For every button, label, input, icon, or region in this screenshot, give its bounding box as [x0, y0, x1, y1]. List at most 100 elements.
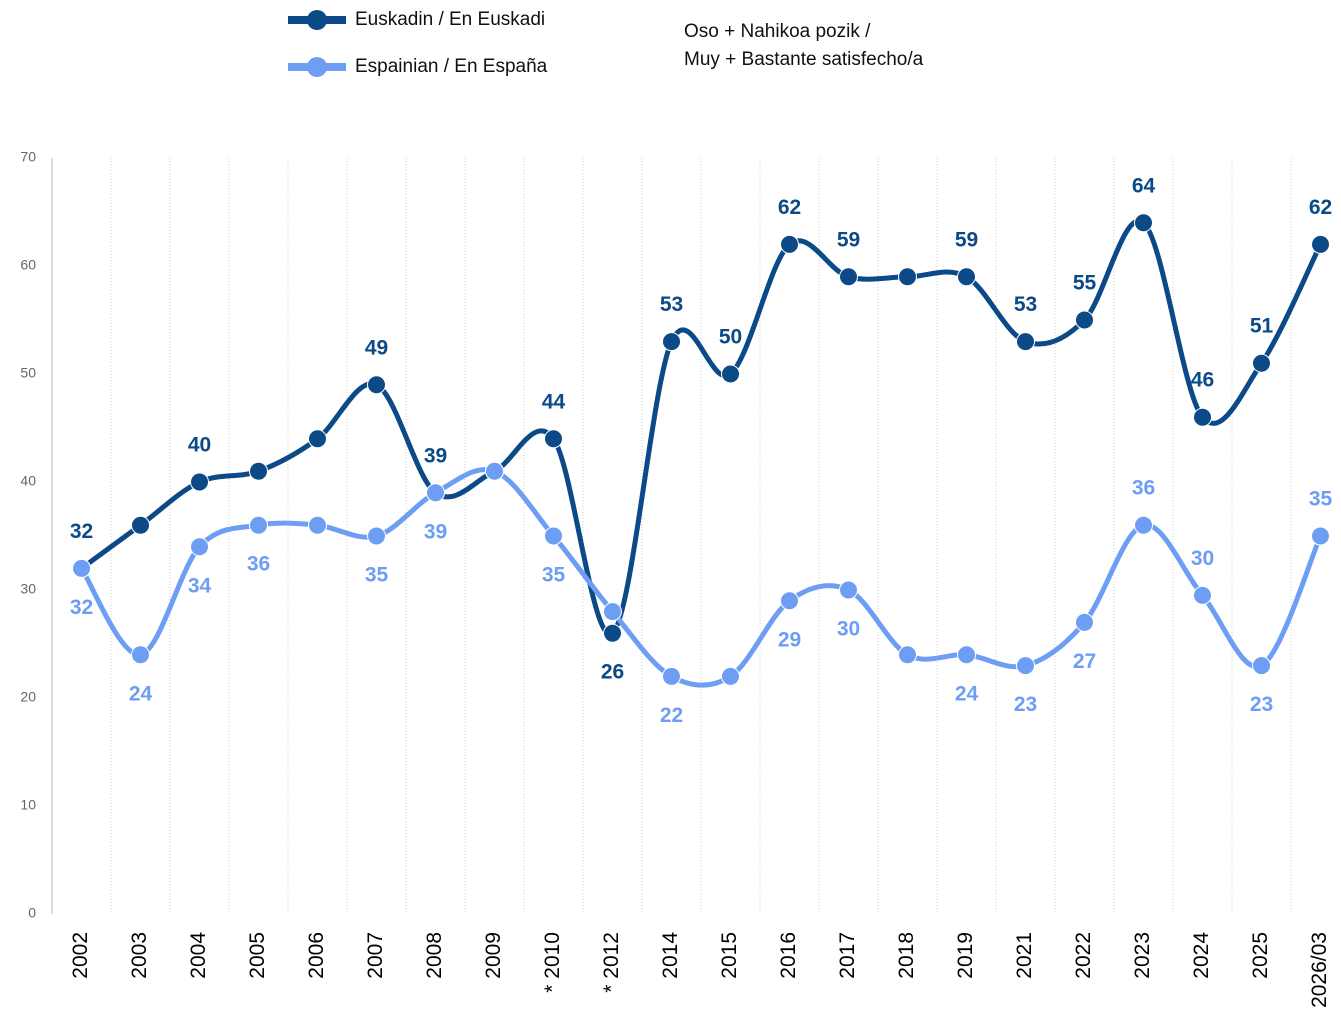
y-tick-label: 20 — [20, 689, 36, 705]
point — [721, 364, 740, 384]
point — [1016, 332, 1035, 352]
y-tick-label: 40 — [20, 473, 36, 489]
point — [72, 558, 91, 578]
y-tick-label: 60 — [20, 257, 36, 273]
x-tick-label: 2002 — [69, 932, 92, 979]
point — [1252, 656, 1271, 676]
y-tick-label: 0 — [28, 905, 36, 921]
point — [898, 645, 917, 665]
x-tick-label: 2009 — [482, 932, 505, 979]
point — [544, 526, 563, 546]
x-tick-label: 2021 — [1013, 932, 1036, 979]
data-label: 35 — [365, 564, 389, 587]
data-label: 24 — [955, 682, 979, 705]
x-tick-label: 2004 — [187, 932, 210, 979]
data-label: 39 — [424, 520, 447, 543]
x-tick-label: 2026/03 — [1308, 932, 1331, 1008]
data-label: 36 — [247, 553, 270, 576]
x-tick-label: 2023 — [1131, 932, 1154, 979]
x-tick-label: 2022 — [1072, 932, 1095, 979]
point — [308, 429, 327, 449]
point — [957, 645, 976, 665]
y-tick-label: 50 — [20, 365, 36, 381]
x-tick-label: 2008 — [423, 932, 446, 979]
y-tick-label: 70 — [20, 149, 36, 165]
data-label: 23 — [1250, 693, 1273, 716]
y-tick-label: 10 — [20, 797, 36, 813]
legend-label: Espainian / En España — [355, 56, 548, 77]
data-label: 29 — [778, 628, 801, 651]
point — [603, 602, 622, 622]
data-label: 39 — [424, 444, 447, 467]
point — [1252, 353, 1271, 373]
point — [190, 472, 209, 492]
x-tick-label: * 2012 — [600, 932, 623, 993]
point — [662, 332, 681, 352]
data-label: 36 — [1132, 477, 1155, 500]
line — [79, 467, 1323, 688]
x-tick-label: 2016 — [777, 932, 800, 979]
point — [249, 461, 268, 481]
point — [131, 645, 150, 665]
point — [1075, 310, 1094, 330]
legend-label: Euskadin / En Euskadi — [355, 9, 545, 30]
data-label: 64 — [1132, 174, 1156, 197]
x-tick-label: 2024 — [1190, 932, 1213, 979]
point — [1016, 656, 1035, 676]
data-label: 30 — [837, 618, 860, 641]
x-tick-label: 2015 — [718, 932, 741, 979]
y-tick-label: 30 — [20, 581, 36, 597]
data-label: 32 — [70, 596, 93, 619]
point — [780, 591, 799, 611]
data-label: 34 — [188, 574, 212, 597]
legend-marker — [307, 10, 327, 30]
point — [190, 537, 209, 557]
point — [367, 375, 386, 395]
x-tick-label: 2018 — [895, 932, 918, 979]
point — [485, 461, 504, 481]
data-label: 62 — [1309, 196, 1332, 219]
x-tick-label: * 2010 — [541, 932, 564, 993]
point — [1193, 407, 1212, 427]
point — [662, 666, 681, 686]
x-tick-label: 2003 — [128, 932, 151, 979]
point — [780, 234, 799, 254]
data-label: 50 — [719, 326, 742, 349]
subtitle: Oso + Nahikoa pozik / — [684, 21, 871, 42]
point — [839, 267, 858, 287]
x-tick-label: 2025 — [1249, 932, 1272, 979]
data-label: 53 — [660, 293, 683, 316]
data-label: 59 — [837, 228, 860, 251]
x-tick-label: 2006 — [305, 932, 328, 979]
subtitle: Muy + Bastante satisfecho/a — [684, 49, 924, 70]
point — [1193, 585, 1212, 605]
x-tick-label: 2007 — [364, 932, 387, 979]
point — [1134, 515, 1153, 535]
point — [544, 429, 563, 449]
point — [1075, 612, 1094, 632]
point — [131, 515, 150, 535]
data-label: 49 — [365, 336, 388, 359]
data-label: 26 — [601, 661, 624, 684]
point — [839, 580, 858, 600]
data-label: 35 — [1309, 488, 1333, 511]
point — [308, 515, 327, 535]
point — [249, 515, 268, 535]
data-label: 35 — [542, 564, 566, 587]
data-label: 24 — [129, 682, 153, 705]
x-tick-label: 2019 — [954, 932, 977, 979]
data-label: 44 — [542, 390, 566, 413]
point — [603, 623, 622, 643]
data-label: 51 — [1250, 315, 1274, 338]
data-label: 32 — [70, 520, 93, 543]
x-tick-label: 2014 — [659, 932, 682, 979]
data-label: 46 — [1191, 369, 1214, 392]
point — [957, 267, 976, 287]
data-label: 30 — [1191, 547, 1214, 570]
legend-marker — [307, 57, 327, 77]
data-label: 40 — [188, 434, 211, 457]
point — [426, 483, 445, 503]
data-label: 27 — [1073, 650, 1096, 673]
point — [898, 267, 917, 287]
